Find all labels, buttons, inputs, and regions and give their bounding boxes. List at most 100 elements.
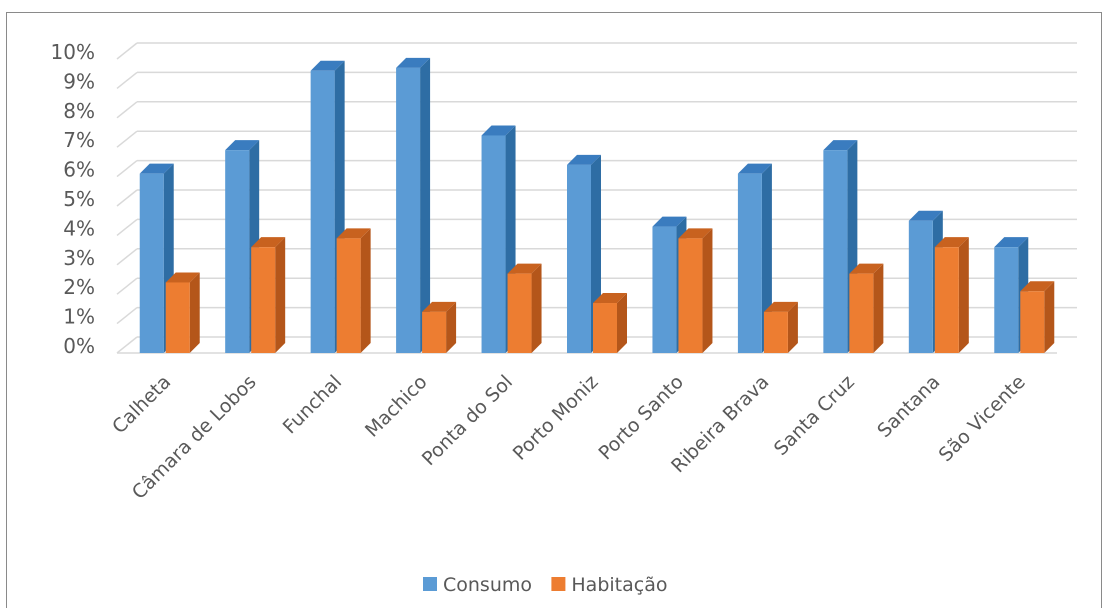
- bar-side: [958, 237, 969, 353]
- y-tick-label: 8%: [63, 99, 95, 123]
- bar-top: [737, 163, 772, 174]
- bar-side: [702, 228, 713, 353]
- x-tick-label: Santa Cruz: [770, 371, 859, 460]
- bar-habitação-4: [507, 263, 542, 353]
- gridline-side: [116, 218, 138, 236]
- bar-top: [507, 263, 542, 274]
- legend-swatch: [551, 577, 566, 591]
- bar-front: [849, 273, 874, 353]
- gridlines: [116, 42, 1077, 354]
- legend-label: Consumo: [443, 574, 532, 596]
- bar-consumo-3: [396, 57, 431, 353]
- y-tick-label: 6%: [63, 158, 95, 182]
- bar-front: [763, 311, 788, 353]
- bar-habitação-0: [165, 272, 200, 353]
- bar-top: [251, 237, 286, 248]
- x-tick-label: Porto Santo: [595, 371, 688, 464]
- bar-side: [446, 301, 457, 353]
- bar-side: [420, 57, 431, 353]
- bar-top: [823, 140, 858, 151]
- gridline-side: [116, 71, 138, 89]
- bar-consumo-7: [737, 163, 772, 353]
- bar-front: [994, 247, 1019, 353]
- bar-top: [908, 210, 943, 221]
- bar-top: [849, 263, 884, 274]
- bar-front: [908, 220, 933, 353]
- bar-side: [531, 263, 542, 353]
- bar-top: [652, 216, 687, 227]
- bar-front: [507, 273, 532, 353]
- legend-label: Habitação: [571, 574, 667, 596]
- bar-side: [873, 263, 884, 353]
- bar-habitação-2: [336, 228, 371, 353]
- bar-top: [994, 237, 1029, 248]
- y-tick-label: 1%: [63, 305, 95, 329]
- bar-top: [396, 57, 431, 68]
- bar-front: [481, 135, 506, 353]
- gridline-side: [116, 277, 138, 295]
- bar-top: [593, 293, 627, 304]
- bar-front: [652, 226, 677, 353]
- gridline-side: [116, 336, 138, 354]
- bar-front: [165, 282, 190, 353]
- y-tick-label: 5%: [63, 187, 95, 211]
- bar-front: [934, 247, 959, 353]
- gridline-side: [116, 189, 138, 207]
- bar-front: [310, 70, 335, 353]
- bar-front: [823, 150, 848, 353]
- figure-caption: [0, 0, 1108, 12]
- legend-swatch: [423, 577, 437, 591]
- bar-front: [422, 311, 447, 353]
- x-tick-label: Calheta: [108, 371, 175, 438]
- bar-front: [737, 173, 762, 353]
- bar-habitação-3: [422, 301, 457, 353]
- bar-front: [1020, 291, 1045, 353]
- bar-front: [396, 67, 421, 353]
- bar-top: [763, 301, 798, 312]
- x-tick-label: Ponta do Sol: [418, 371, 517, 470]
- bar-top: [165, 272, 200, 283]
- bar-top: [422, 301, 457, 312]
- legend: Consumo Habitação: [423, 574, 667, 596]
- gridline-side: [116, 307, 138, 325]
- y-tick-label: 7%: [63, 128, 95, 152]
- bar-top: [678, 228, 713, 239]
- bar-habitação-8: [849, 263, 884, 353]
- bar-habitação-7: [763, 301, 798, 353]
- y-tick-label: 0%: [63, 334, 95, 358]
- bar-front: [336, 238, 361, 353]
- x-tick-label: São Vicente: [935, 371, 1030, 466]
- y-tick-label: 10%: [51, 40, 95, 64]
- bar-side: [617, 293, 627, 353]
- bar-side: [275, 237, 286, 353]
- bar-side: [1044, 281, 1055, 353]
- y-axis-ticks: 0% 1% 2% 3% 4% 5% 6% 7% 8% 9% 10%: [51, 40, 95, 358]
- bar-top: [1020, 281, 1055, 292]
- gridline-side: [116, 130, 138, 148]
- bar-front: [139, 173, 164, 353]
- bar-top: [481, 125, 516, 136]
- bars: [139, 57, 1055, 353]
- y-tick-label: 2%: [63, 275, 95, 299]
- bar-top: [225, 140, 260, 151]
- gridline-side: [116, 160, 138, 178]
- x-tick-label: Porto Moniz: [509, 371, 603, 465]
- y-tick-label: 3%: [63, 246, 95, 270]
- bar-side: [761, 163, 772, 353]
- bar-habitação-5: [593, 293, 627, 353]
- bar-top: [139, 163, 174, 174]
- bar-consumo-4: [481, 125, 516, 353]
- bar-front: [567, 164, 591, 353]
- bar-habitação-1: [251, 237, 286, 353]
- x-tick-label: Machico: [361, 371, 432, 442]
- bar-front: [225, 150, 250, 353]
- bar-side: [189, 272, 200, 353]
- bar-top: [310, 60, 345, 71]
- bar-habitação-9: [934, 237, 969, 353]
- gridline-side: [116, 42, 138, 60]
- bar-side: [360, 228, 371, 353]
- bar-front: [678, 238, 703, 353]
- x-tick-label: Funchal: [279, 371, 346, 438]
- bar-front: [593, 303, 617, 353]
